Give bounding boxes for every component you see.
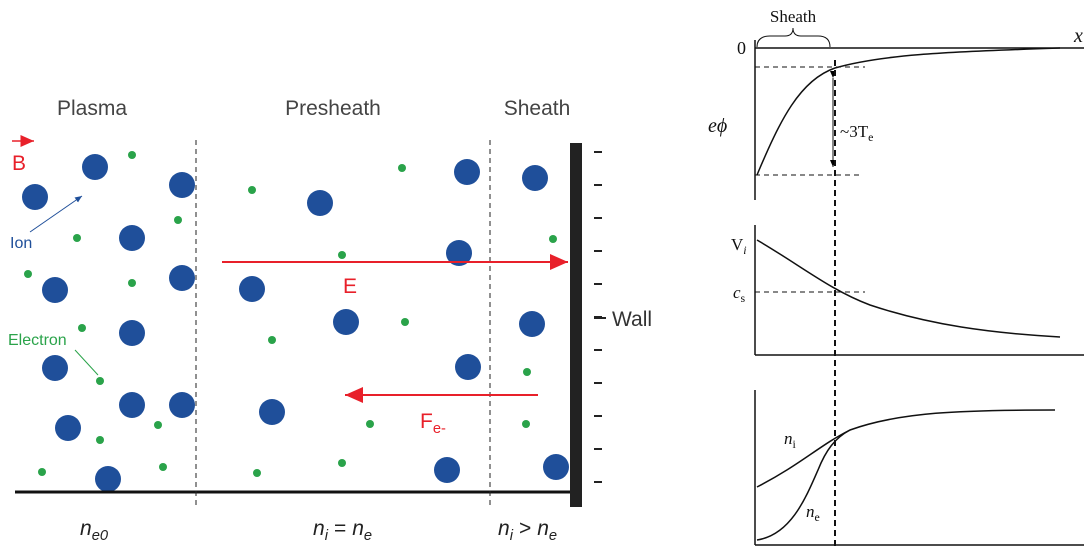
electron [96, 377, 104, 385]
ne-main: n [806, 502, 815, 521]
electron [128, 151, 136, 159]
ni-label: ni [784, 429, 797, 451]
d-main: n [498, 517, 510, 540]
d-rel: > [519, 517, 531, 540]
electron [128, 279, 136, 287]
electron [253, 469, 261, 477]
ion [169, 265, 195, 291]
force-sub: e- [433, 421, 446, 437]
e-field-label: E [343, 275, 357, 298]
x-label: x [1073, 25, 1083, 47]
v-main: V [731, 235, 744, 254]
electron [522, 420, 530, 428]
drop-main: ~3T [840, 122, 869, 141]
ion-label: Ion [10, 235, 32, 252]
electron [401, 318, 409, 326]
electron [338, 251, 346, 259]
ion [454, 159, 480, 185]
ion [239, 276, 265, 302]
d-sub: i [325, 528, 329, 544]
electron [24, 270, 32, 278]
ion [169, 392, 195, 418]
wall [570, 143, 582, 507]
ne-sub: e [815, 510, 820, 524]
electron-label: Electron [8, 332, 67, 349]
d-sub: e [549, 528, 557, 544]
particles [22, 151, 569, 492]
ion [259, 399, 285, 425]
ion [119, 225, 145, 251]
d-sub: e [364, 528, 372, 544]
diagram: Wall Plasma Presheath Sheath B Ion Elect… [0, 0, 1084, 548]
ion [169, 172, 195, 198]
electron [366, 420, 374, 428]
ion [307, 190, 333, 216]
electron-density-curve [757, 430, 850, 540]
ion [119, 392, 145, 418]
electron [523, 368, 531, 376]
force-main: F [420, 410, 433, 433]
electron [38, 468, 46, 476]
electron [268, 336, 276, 344]
ni-sub: i [793, 437, 797, 451]
sheath-brace [757, 28, 830, 47]
zero-label: 0 [737, 38, 746, 58]
electron [248, 186, 256, 194]
ion [119, 320, 145, 346]
ion [22, 184, 48, 210]
potential-label: eϕ [708, 115, 727, 137]
electron [78, 324, 86, 332]
electron [549, 235, 557, 243]
ion [95, 466, 121, 492]
density-label: ni=ne [313, 517, 372, 544]
cs-sub: s [741, 291, 746, 305]
v-sub: i [743, 243, 746, 257]
ion [455, 354, 481, 380]
electron [159, 463, 167, 471]
region-label: Plasma [57, 97, 127, 120]
d-main: n [313, 517, 325, 540]
density-label: ni>ne [498, 517, 557, 544]
ion [519, 311, 545, 337]
d-main: n [80, 517, 92, 540]
sheath-label: Sheath [770, 7, 817, 26]
ion [42, 355, 68, 381]
ion [434, 457, 460, 483]
ion [42, 277, 68, 303]
ion [333, 309, 359, 335]
velocity-curve [757, 240, 1060, 337]
d-rel: = [334, 517, 346, 540]
ion [55, 415, 81, 441]
ne-label: ne [806, 502, 820, 524]
d-main: n [537, 517, 549, 540]
region-label: Presheath [285, 97, 381, 120]
ion [522, 165, 548, 191]
electron [73, 234, 81, 242]
ni-main: n [784, 429, 793, 448]
electron [96, 436, 104, 444]
region-label: Sheath [504, 97, 571, 120]
velocity-label: Vi [731, 235, 747, 257]
d-main: n [352, 517, 364, 540]
d-sub: i [510, 528, 514, 544]
ion [543, 454, 569, 480]
ion [82, 154, 108, 180]
electron-pointer [75, 350, 98, 375]
field-b-label: B [12, 152, 26, 175]
electron [174, 216, 182, 224]
electron [338, 459, 346, 467]
force-label: Fe- [420, 410, 446, 437]
cs-label: cs [733, 283, 746, 305]
electron [398, 164, 406, 172]
drop-sub: e [868, 130, 873, 144]
ion-density-curve [757, 410, 1055, 487]
wall-label: Wall [612, 308, 652, 331]
density-label: ne0 [80, 517, 109, 544]
d-sub: e0 [92, 528, 109, 544]
drop-label: ~3Te [840, 122, 873, 144]
profile-panel [755, 28, 1084, 548]
profile-labels: Sheath 0 x eϕ ~3Te Vi cs ni ne [708, 7, 1083, 524]
electron [154, 421, 162, 429]
